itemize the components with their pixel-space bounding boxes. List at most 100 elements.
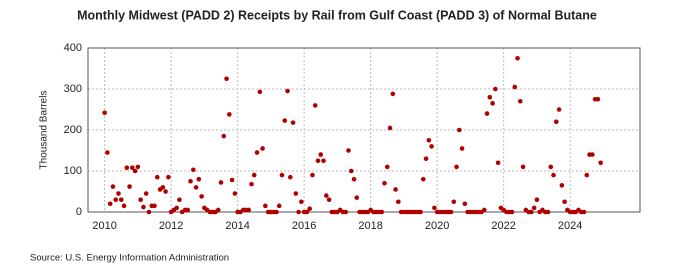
point [107,201,113,207]
point [130,165,135,171]
point [110,184,116,189]
x-tick-label: 2020 [425,220,449,232]
point [113,197,118,202]
x-tick-label: 2014 [225,220,249,232]
point [285,88,290,94]
point [517,99,523,104]
point [509,209,515,215]
point [545,209,551,215]
point [457,127,462,133]
point [199,194,204,199]
point [102,110,107,116]
point [312,103,318,108]
point [515,55,520,61]
point [279,172,285,178]
point [263,203,268,209]
point [293,191,299,196]
point [166,174,171,180]
point [556,107,562,112]
point [290,120,296,125]
point [146,209,152,215]
x-tick-label: 2012 [159,220,183,232]
point [493,86,498,92]
point [276,203,282,209]
point [382,181,387,186]
point [251,172,257,178]
x-tick-label: 2024 [558,220,582,232]
point [135,164,141,170]
point [257,89,263,95]
point [307,206,312,212]
point [590,152,595,157]
point [174,205,179,211]
point [124,165,130,171]
point [132,168,138,174]
point [393,187,398,192]
y-tick-label: 0 [76,206,82,218]
point [396,199,401,205]
point [418,209,423,215]
x-tick-label: 2018 [358,220,382,232]
point [154,174,160,180]
point [520,164,526,170]
point [315,158,321,164]
point [534,197,540,202]
point [598,160,603,166]
point [218,180,224,185]
point [249,181,254,187]
y-tick-label: 400 [64,42,82,54]
point [185,207,191,213]
source-note: Source: U.S. Energy Information Administ… [30,253,229,264]
point [384,164,390,170]
point [177,197,182,202]
y-tick-label: 200 [64,124,82,136]
point [348,168,354,174]
point [495,160,501,166]
point [451,199,457,205]
point [191,167,196,173]
point [531,205,537,211]
point [387,125,393,131]
point [584,172,590,178]
point [116,191,121,196]
point [193,185,199,190]
point [163,189,168,194]
point [551,172,556,178]
point [221,133,227,139]
point [343,209,349,215]
point [196,176,202,182]
point [354,195,360,200]
point [188,178,193,184]
point [152,203,157,209]
point [426,137,432,143]
point [215,207,221,213]
point [326,197,332,202]
point [229,177,235,183]
point [554,119,559,125]
point [559,183,565,188]
y-axis-label: Thousand Barrels [39,91,50,170]
point [324,193,329,198]
point [487,94,493,100]
point [562,199,567,205]
point [105,150,110,155]
x-tick-label: 2016 [292,220,316,232]
point [254,150,260,155]
point [246,207,252,213]
point [512,84,518,90]
chart-title: Monthly Midwest (PADD 2) Receipts by Rai… [77,8,597,22]
point [462,201,468,207]
point [420,176,426,182]
y-tick-label: 100 [64,165,82,177]
point [448,209,454,215]
point [296,209,301,215]
point [310,172,315,178]
point [232,191,238,196]
point [282,118,288,123]
point [118,197,124,202]
point [454,164,459,170]
point [299,199,304,205]
point [490,101,495,106]
